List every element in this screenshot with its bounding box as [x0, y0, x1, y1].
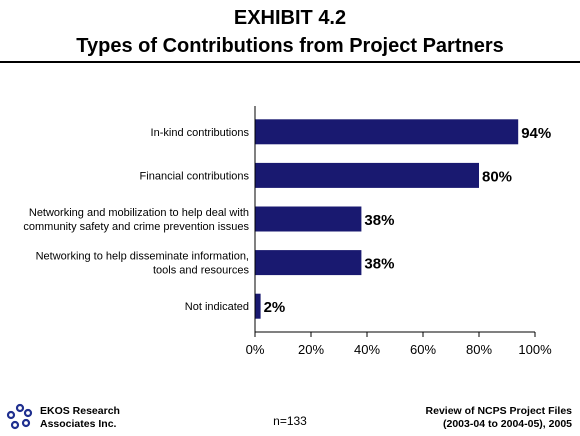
company-line-2: Associates Inc. [40, 418, 117, 430]
category-label: Networking and mobilization to help deal… [29, 207, 249, 219]
bar-value-label: 38% [364, 256, 394, 273]
category-label: In-kind contributions [151, 127, 250, 139]
x-tick-label: 100% [518, 342, 552, 357]
chart-title: Types of Contributions from Project Part… [76, 35, 504, 57]
source-line-1: Review of NCPS Project Files [425, 405, 572, 417]
category-label: Not indicated [185, 301, 249, 313]
exhibit-number: EXHIBIT 4.2 [233, 7, 347, 29]
x-tick-label: 80% [466, 342, 492, 357]
company-line-1: EKOS Research [40, 405, 120, 417]
sample-size-note: n=133 [273, 414, 307, 428]
bar [255, 206, 362, 232]
category-label: tools and resources [153, 265, 249, 277]
category-label: community safety and crime prevention is… [23, 221, 249, 233]
category-label: Financial contributions [140, 170, 250, 182]
bar-chart: 94% In-kind contributions 80% Financial con… [23, 106, 552, 357]
bar-value-label: 38% [364, 212, 394, 229]
company-name: EKOS Research Associates Inc. [40, 405, 120, 431]
ekos-logo-icon [6, 403, 33, 430]
x-tick-label: 40% [354, 342, 380, 357]
x-tick-label: 0% [246, 342, 265, 357]
title-divider [0, 61, 580, 63]
bar [255, 293, 261, 319]
bar-value-label: 94% [521, 125, 551, 142]
bar [255, 250, 362, 276]
source-note: Review of NCPS Project Files (2003-04 to… [426, 405, 572, 431]
bar-value-label: 80% [482, 168, 512, 185]
x-tick-label: 60% [410, 342, 436, 357]
bar [255, 162, 479, 188]
category-label: Networking to help disseminate informati… [36, 251, 249, 263]
source-line-2: (2003-04 to 2004-05), 2005 [443, 418, 572, 430]
bar-value-label: 2% [264, 299, 286, 316]
bar [255, 119, 519, 145]
x-tick-label: 20% [298, 342, 324, 357]
